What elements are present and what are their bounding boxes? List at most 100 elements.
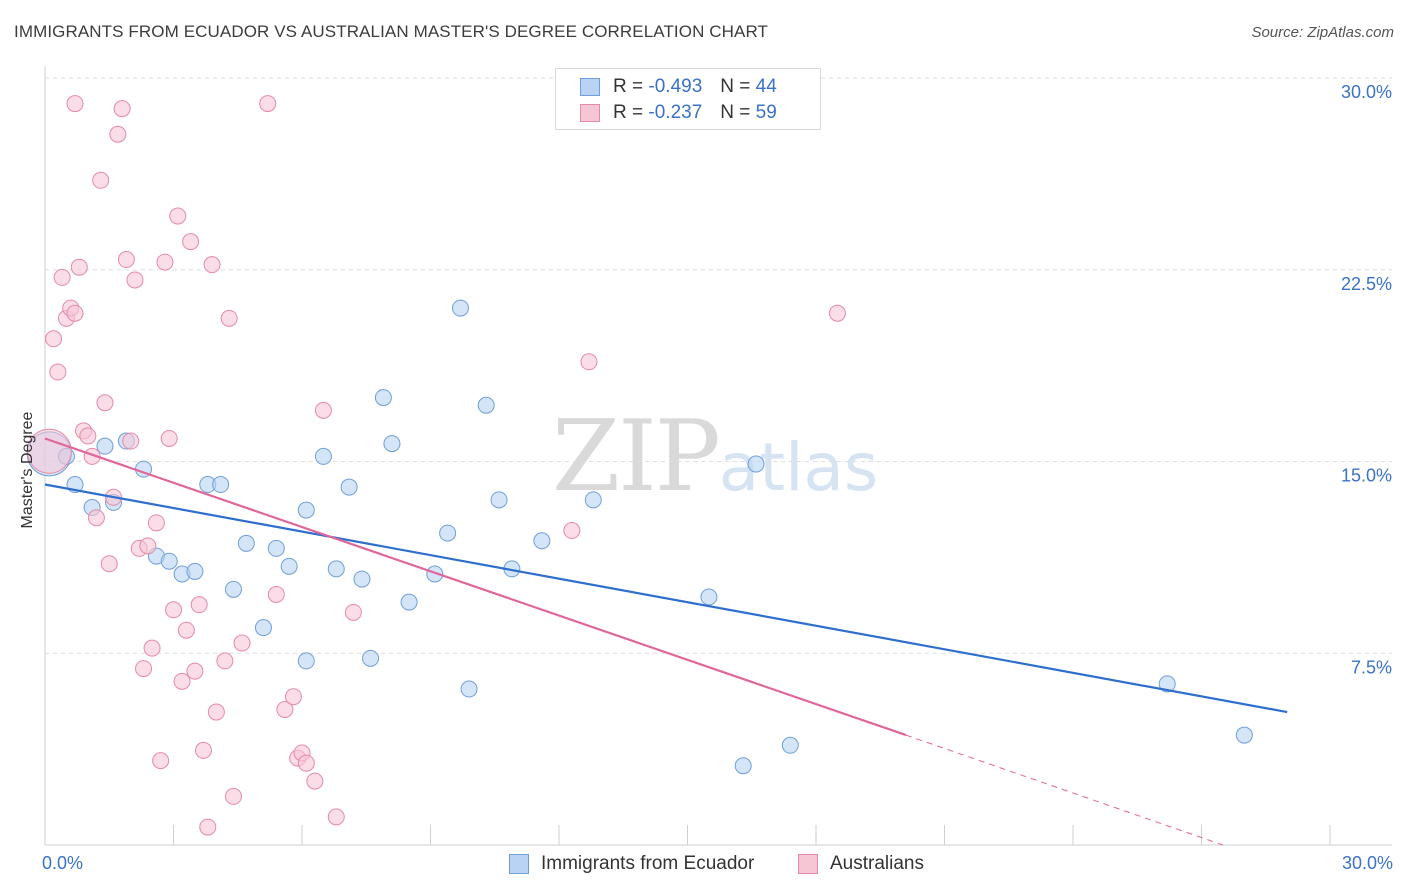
- australians-trend-line: [44, 437, 907, 737]
- ecuador-point: [1235, 726, 1253, 744]
- watermark: ZIPatlas: [552, 400, 878, 514]
- ecuador-point: [477, 396, 495, 414]
- australians-point: [194, 741, 212, 759]
- legend-n-label: N =: [720, 102, 751, 123]
- australians-point: [45, 330, 63, 348]
- chart-title: IMMIGRANTS FROM ECUADOR VS AUSTRALIAN MA…: [14, 22, 769, 41]
- source-label: Source: ZipAtlas.com: [1251, 24, 1394, 41]
- x-tick-label: 30.0%: [1342, 853, 1393, 873]
- australians-point: [828, 304, 846, 322]
- australians-point: [66, 95, 84, 113]
- australians-point: [216, 652, 234, 670]
- ecuador-point: [460, 680, 478, 698]
- australians-point: [177, 621, 195, 639]
- australians-point: [233, 634, 251, 652]
- australians-point: [173, 672, 191, 690]
- australians-point: [26, 428, 72, 474]
- ecuador-point: [1158, 675, 1176, 693]
- legend-swatch-blue: [580, 78, 600, 96]
- australians-point: [79, 427, 97, 445]
- australians-trend-extension: [905, 734, 1224, 846]
- legend-n-label: N =: [720, 76, 751, 97]
- ecuador-point: [439, 524, 457, 542]
- y-tick-label: 30.0%: [1341, 82, 1392, 102]
- y-tick-label: 15.0%: [1341, 466, 1392, 486]
- australians-point: [92, 171, 110, 189]
- ecuador-point: [700, 588, 718, 606]
- ecuador-point: [314, 447, 332, 465]
- ecuador-point: [160, 552, 178, 570]
- australians-point: [113, 100, 131, 118]
- australians-point: [182, 233, 200, 251]
- y-tick-label: 7.5%: [1351, 657, 1392, 677]
- australians-point: [297, 754, 315, 772]
- ecuador-point: [186, 562, 204, 580]
- watermark-atlas: atlas: [718, 429, 879, 506]
- trend-lines: [44, 437, 1288, 846]
- australians-point: [267, 585, 285, 603]
- australians-point: [66, 304, 84, 322]
- legend-row-australians: R = -0.237 N = 59: [580, 101, 777, 125]
- ecuador-point: [267, 539, 285, 557]
- ecuador-point: [781, 736, 799, 754]
- ecuador-point: [747, 455, 765, 473]
- australians-point: [152, 752, 170, 770]
- australians-point: [314, 401, 332, 419]
- ecuador-point: [374, 389, 392, 407]
- ecuador-point: [280, 557, 298, 575]
- australians-point: [306, 772, 324, 790]
- bottom-legend-label: Australians: [830, 853, 924, 874]
- australians-point: [135, 660, 153, 678]
- legend-r-value: -0.237: [648, 102, 703, 123]
- australians-point: [186, 662, 204, 680]
- y-axis-label: Master's Degree: [19, 411, 36, 529]
- series-australians-points: [26, 95, 846, 836]
- australians-point: [203, 256, 221, 274]
- legend-r-value: -0.493: [648, 76, 703, 97]
- australians-point: [49, 363, 67, 381]
- bottom-legend-australians: Australians: [798, 852, 924, 876]
- ecuador-point: [383, 435, 401, 453]
- legend-r-label: R =: [613, 102, 644, 123]
- legend-n-value: 59: [755, 102, 777, 123]
- australians-point: [276, 700, 294, 718]
- ecuador-point: [734, 757, 752, 775]
- bottom-legend-ecuador: Immigrants from Ecuador: [509, 852, 754, 876]
- australians-point: [563, 522, 581, 540]
- ecuador-point: [426, 565, 444, 583]
- australians-point: [100, 555, 118, 573]
- australians-point: [160, 429, 178, 447]
- gridlines: [45, 77, 1392, 654]
- australians-point: [139, 537, 157, 555]
- bottom-legend-swatch-blue: [509, 854, 529, 874]
- australians-point: [117, 251, 135, 269]
- ecuador-trend-line: [44, 483, 1288, 714]
- australians-point: [70, 258, 88, 276]
- watermark-zip: ZIP: [552, 400, 721, 514]
- australians-point: [147, 514, 165, 532]
- australians-point: [126, 271, 144, 289]
- x-tick-label: 0.0%: [42, 853, 83, 873]
- australians-point: [344, 603, 362, 621]
- ecuador-point: [533, 532, 551, 550]
- ecuador-point: [327, 560, 345, 578]
- australians-point: [122, 432, 140, 450]
- ecuador-point: [353, 570, 371, 588]
- ecuador-point: [96, 437, 114, 455]
- legend-r-label: R =: [613, 76, 644, 97]
- ecuador-point: [340, 478, 358, 496]
- legend-row-ecuador: R = -0.493 N = 44: [580, 75, 777, 99]
- australians-point: [207, 703, 225, 721]
- australians-point: [156, 253, 174, 271]
- australians-point: [87, 509, 105, 527]
- ecuador-point: [297, 652, 315, 670]
- australians-point: [284, 688, 302, 706]
- ecuador-point: [212, 476, 230, 494]
- axes: [44, 66, 1392, 846]
- australians-point: [169, 207, 187, 225]
- australians-point: [143, 639, 161, 657]
- ecuador-point: [400, 593, 418, 611]
- y-tick-label: 22.5%: [1341, 274, 1392, 294]
- australians-point: [199, 818, 217, 836]
